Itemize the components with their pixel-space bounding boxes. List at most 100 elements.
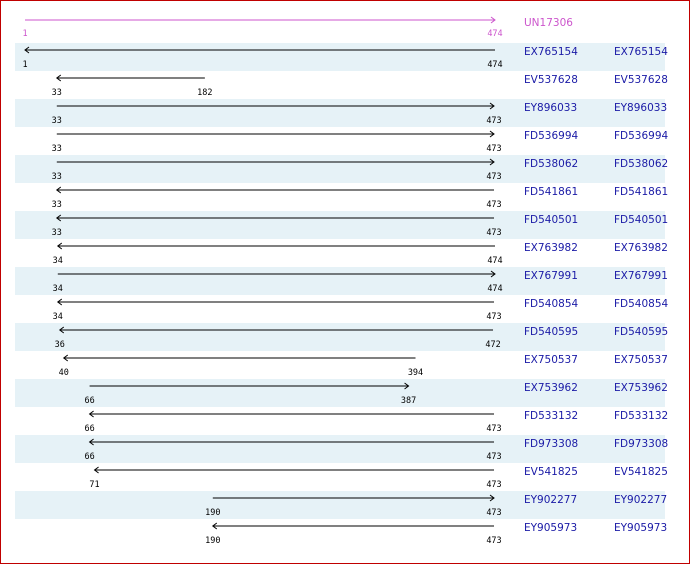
read-link[interactable]: FD541861 bbox=[614, 186, 668, 198]
row-band bbox=[15, 155, 665, 183]
read-end: 473 bbox=[486, 228, 501, 238]
read-end: 182 bbox=[197, 88, 212, 98]
arrow-head bbox=[490, 270, 496, 278]
read-start: 34 bbox=[53, 256, 63, 266]
read-link[interactable]: EX750537 bbox=[614, 354, 668, 366]
read-start: 33 bbox=[52, 200, 62, 210]
read-end: 474 bbox=[487, 60, 502, 70]
read-start: 190 bbox=[205, 508, 220, 518]
read-end: 473 bbox=[486, 144, 501, 154]
arrow-head bbox=[55, 214, 62, 222]
read-end: 473 bbox=[486, 172, 501, 182]
read-start: 190 bbox=[205, 536, 220, 546]
read-link[interactable]: EV537628 bbox=[614, 74, 668, 86]
read-name: FD533132 bbox=[524, 410, 578, 422]
read-link[interactable]: EY905973 bbox=[614, 522, 667, 534]
read-name: FD973308 bbox=[524, 438, 578, 450]
arrow-head bbox=[58, 326, 65, 334]
read-end: 394 bbox=[408, 368, 423, 378]
read-end: 473 bbox=[486, 116, 501, 126]
read-start: 1 bbox=[22, 60, 27, 70]
read-name: EV537628 bbox=[524, 74, 578, 86]
arrow-head bbox=[56, 298, 63, 306]
row-band bbox=[15, 99, 665, 127]
read-start: 34 bbox=[53, 284, 63, 294]
arrow-head bbox=[489, 130, 495, 138]
read-name: FD540501 bbox=[524, 214, 578, 226]
read-name: EX763982 bbox=[524, 242, 578, 254]
arrow-head bbox=[62, 354, 69, 362]
read-link[interactable]: FD533132 bbox=[614, 410, 668, 422]
read-end: 473 bbox=[486, 452, 501, 462]
read-end: 472 bbox=[485, 340, 500, 350]
read-name: EY902277 bbox=[524, 494, 577, 506]
read-start: 33 bbox=[52, 228, 62, 238]
read-link[interactable]: FD540501 bbox=[614, 214, 668, 226]
row-band bbox=[15, 379, 665, 407]
arrow-head bbox=[404, 382, 410, 390]
arrow-head bbox=[56, 242, 63, 250]
reference-start: 1 bbox=[22, 29, 27, 39]
reference-end: 474 bbox=[487, 29, 502, 39]
read-name: EV541825 bbox=[524, 466, 578, 478]
read-start: 33 bbox=[52, 116, 62, 126]
read-end: 473 bbox=[486, 536, 501, 546]
row-band bbox=[15, 211, 665, 239]
read-link[interactable]: FD540854 bbox=[614, 298, 669, 310]
read-start: 33 bbox=[52, 172, 62, 182]
read-link[interactable]: EY896033 bbox=[614, 102, 667, 114]
row-band bbox=[15, 323, 665, 351]
read-end: 474 bbox=[487, 256, 502, 266]
read-end: 473 bbox=[486, 200, 501, 210]
read-start: 33 bbox=[52, 144, 62, 154]
read-name: FD541861 bbox=[524, 186, 578, 198]
read-start: 40 bbox=[59, 368, 69, 378]
read-end: 473 bbox=[486, 312, 501, 322]
read-name: FD540854 bbox=[524, 298, 579, 310]
read-name: EX765154 bbox=[524, 46, 578, 58]
read-start: 66 bbox=[84, 424, 94, 434]
read-link[interactable]: FD536994 bbox=[614, 130, 669, 142]
read-end: 473 bbox=[486, 508, 501, 518]
read-link[interactable]: FD538062 bbox=[614, 158, 668, 170]
read-name: FD538062 bbox=[524, 158, 578, 170]
read-end: 473 bbox=[486, 480, 501, 490]
read-link[interactable]: EY902277 bbox=[614, 494, 667, 506]
read-name: EY896033 bbox=[524, 102, 577, 114]
arrow-head bbox=[55, 74, 62, 82]
arrow-head bbox=[55, 186, 62, 194]
read-end: 387 bbox=[401, 396, 416, 406]
arrow-head bbox=[489, 494, 495, 502]
row-band bbox=[15, 491, 665, 519]
read-link[interactable]: FD973308 bbox=[614, 438, 668, 450]
read-name: EY905973 bbox=[524, 522, 577, 534]
read-end: 473 bbox=[486, 424, 501, 434]
read-name: FD540595 bbox=[524, 326, 578, 338]
read-link[interactable]: EX767991 bbox=[614, 270, 668, 282]
read-start: 33 bbox=[52, 88, 62, 98]
arrow-head bbox=[88, 438, 94, 446]
arrow-head bbox=[88, 410, 94, 418]
row-band bbox=[15, 43, 665, 71]
read-name: FD536994 bbox=[524, 130, 579, 142]
read-link[interactable]: EX765154 bbox=[614, 46, 668, 58]
read-start: 34 bbox=[53, 312, 63, 322]
read-start: 66 bbox=[84, 396, 94, 406]
read-name: EX767991 bbox=[524, 270, 578, 282]
read-link[interactable]: FD540595 bbox=[614, 326, 668, 338]
read-name: EX750537 bbox=[524, 354, 578, 366]
read-link[interactable]: EX763982 bbox=[614, 242, 668, 254]
read-end: 474 bbox=[487, 284, 502, 294]
arrow-head bbox=[93, 466, 99, 474]
read-link[interactable]: EV541825 bbox=[614, 466, 668, 478]
reference-name: UN17306 bbox=[524, 17, 573, 29]
arrow-head bbox=[211, 522, 218, 530]
read-name: EX753962 bbox=[524, 382, 578, 394]
row-band bbox=[15, 435, 665, 463]
read-link[interactable]: EX753962 bbox=[614, 382, 668, 394]
arrow-head bbox=[490, 16, 496, 24]
arrow-head bbox=[24, 46, 30, 54]
row-band bbox=[15, 267, 665, 295]
